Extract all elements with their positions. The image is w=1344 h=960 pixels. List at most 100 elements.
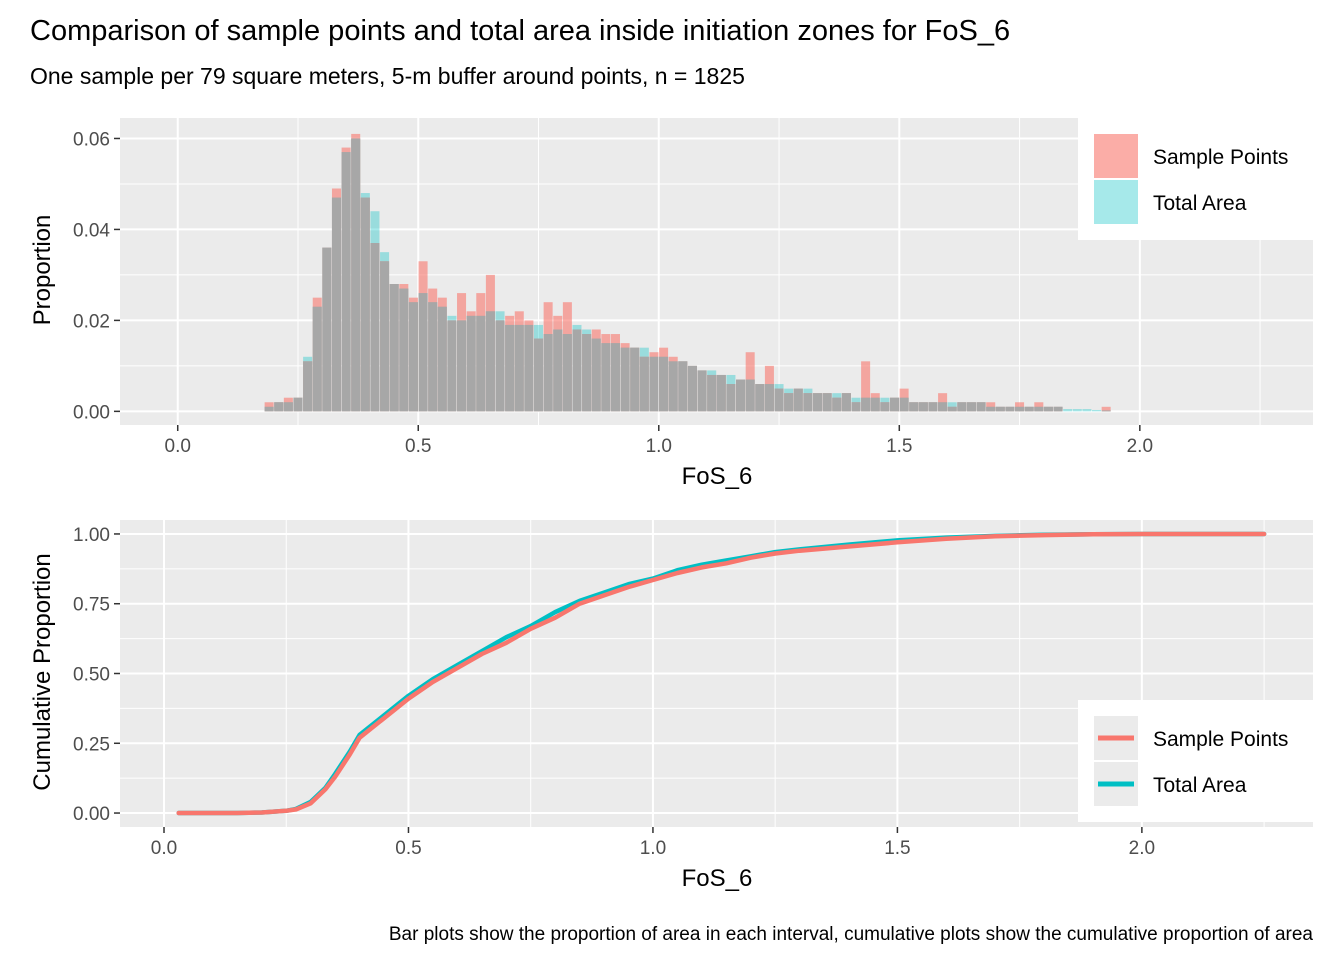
chart-caption: Bar plots show the proportion of area in… <box>389 924 1314 945</box>
bar-overlap <box>793 388 803 412</box>
bar-overlap <box>524 324 534 412</box>
bar-overlap <box>408 302 418 412</box>
histogram-bars-sample-points <box>264 133 1111 412</box>
cumulative-legend: Sample Points Total Area <box>1078 700 1313 822</box>
bar-overlap <box>716 374 726 412</box>
bar-overlap <box>870 397 880 412</box>
histogram-gridlines <box>120 118 1313 425</box>
bar-overlap <box>476 315 486 412</box>
histogram-legend: Sample Points Total Area <box>1078 118 1313 240</box>
bar-overlap <box>341 152 351 412</box>
bar-overlap <box>966 402 976 412</box>
bar-overlap <box>283 402 293 412</box>
bar-overlap <box>543 334 553 412</box>
bar-sample-points <box>986 402 996 412</box>
bar-overlap <box>938 402 948 412</box>
bar-overlap <box>764 384 774 412</box>
bar-overlap <box>495 320 505 412</box>
cumulative-y-tick-label: 1.00 <box>73 525 110 546</box>
legend-label-total-area: Total Area <box>1153 192 1247 215</box>
bar-sample-points <box>1034 402 1044 412</box>
bar-overlap <box>707 374 717 412</box>
bar-overlap <box>360 197 370 412</box>
bar-overlap <box>1015 406 1025 412</box>
bar-overlap <box>755 384 765 412</box>
bar-overlap <box>293 397 303 412</box>
bar-overlap <box>1034 406 1044 412</box>
bar-overlap <box>659 356 669 412</box>
bar-overlap <box>312 306 322 412</box>
cumulative-x-tick-label: 0.5 <box>395 838 421 859</box>
histogram-y-tick-label: 0.04 <box>73 220 110 241</box>
bar-overlap <box>918 402 928 412</box>
chart-title: Comparison of sample points and total ar… <box>30 15 1010 47</box>
bar-overlap <box>957 402 967 412</box>
bar-overlap <box>1043 406 1053 412</box>
bar-overlap <box>995 406 1005 412</box>
bar-overlap <box>976 402 986 412</box>
histogram-x-tick-label: 1.5 <box>886 436 912 457</box>
cumulative-y-tick-label: 0.25 <box>73 734 110 755</box>
cumulative-y-tick-label: 0.50 <box>73 665 110 686</box>
cumulative-x-tick-label: 2.0 <box>1129 838 1155 859</box>
bar-overlap <box>899 397 909 412</box>
bar-overlap <box>649 356 659 412</box>
legend-label-sample-points-line: Sample Points <box>1153 728 1288 751</box>
bar-overlap <box>630 347 640 412</box>
bar-overlap <box>303 361 313 412</box>
bar-total-area <box>1072 409 1082 412</box>
bar-total-area <box>1063 409 1073 412</box>
bar-overlap <box>389 284 399 412</box>
bar-total-area <box>1092 409 1102 412</box>
bar-overlap <box>1005 406 1015 412</box>
bar-overlap <box>639 356 649 412</box>
bar-overlap <box>264 406 274 412</box>
bar-overlap <box>437 306 447 412</box>
bar-overlap <box>861 397 871 412</box>
bar-overlap <box>928 402 938 412</box>
cumulative-x-tick-label: 1.5 <box>884 838 910 859</box>
bar-sample-points <box>1101 406 1111 412</box>
histogram-ticks: 0.0 0.5 1.0 1.5 2.0 0.00 0.02 0.04 0.06 <box>73 129 1153 457</box>
cumulative-x-tick-label: 1.0 <box>640 838 666 859</box>
bar-overlap <box>697 370 707 412</box>
bar-overlap <box>534 338 544 412</box>
bar-overlap <box>620 347 630 412</box>
cumulative-x-axis-title: FoS_6 <box>682 865 753 892</box>
bar-overlap <box>562 334 572 412</box>
bar-overlap <box>331 197 341 412</box>
bar-overlap <box>880 402 890 412</box>
cumulative-y-tick-label: 0.75 <box>73 595 110 616</box>
bar-overlap <box>822 393 832 412</box>
bar-overlap <box>813 393 823 412</box>
bar-overlap <box>428 302 438 412</box>
bar-overlap <box>466 315 476 412</box>
histogram-x-tick-label: 0.0 <box>165 436 191 457</box>
bar-overlap <box>418 293 428 412</box>
bar-overlap <box>591 338 601 412</box>
histogram-panel: 0.0 0.5 1.0 1.5 2.0 0.00 0.02 0.04 0.06 FoS_6 Pr… <box>29 118 1313 490</box>
bar-overlap <box>457 320 467 412</box>
bar-overlap <box>774 388 784 412</box>
bar-overlap <box>889 397 899 412</box>
bar-overlap <box>572 329 582 412</box>
bar-sample-points <box>861 361 871 412</box>
bar-overlap <box>1053 406 1063 412</box>
histogram-x-tick-label: 2.0 <box>1127 436 1153 457</box>
bar-overlap <box>582 334 592 412</box>
bar-overlap <box>678 361 688 412</box>
bar-overlap <box>553 329 563 412</box>
bar-overlap <box>832 397 842 412</box>
bar-overlap <box>668 361 678 412</box>
legend-key-total-area <box>1094 180 1138 224</box>
histogram-y-tick-label: 0.06 <box>73 129 110 150</box>
legend-key-sample-points <box>1094 134 1138 178</box>
line-sample-points <box>176 531 1267 816</box>
bar-overlap <box>803 393 813 412</box>
bar-overlap <box>601 343 611 412</box>
histogram-y-tick-label: 0.00 <box>73 402 110 423</box>
histogram-x-tick-label: 1.0 <box>646 436 672 457</box>
bar-overlap <box>726 384 736 412</box>
histogram-y-axis-title: Proportion <box>29 215 56 326</box>
